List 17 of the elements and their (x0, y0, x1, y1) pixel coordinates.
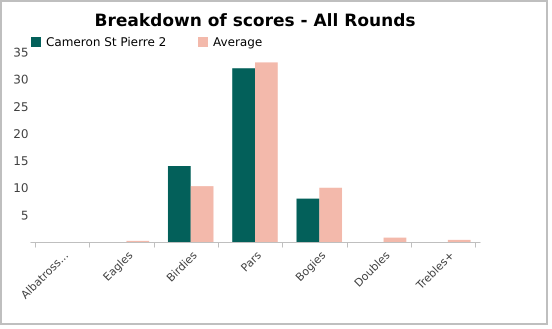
legend-label: Average (213, 35, 262, 49)
bar (319, 188, 342, 242)
y-tick-label: 30 (13, 72, 28, 87)
legend-label: Cameron St Pierre 2 (46, 35, 166, 49)
bar (296, 198, 320, 242)
chart-title: Breakdown of scores - All Rounds (94, 11, 416, 31)
bar (190, 186, 214, 242)
bar (255, 62, 278, 242)
bar (232, 68, 255, 242)
y-tick-label: 20 (13, 126, 28, 141)
bar (168, 166, 191, 242)
y-tick-label: 25 (13, 100, 28, 114)
y-tick-label: 15 (13, 154, 28, 168)
y-tick-label: 35 (13, 46, 28, 60)
y-tick-label: 5 (20, 208, 28, 222)
bar (384, 238, 406, 242)
y-tick-label: 10 (13, 181, 28, 196)
